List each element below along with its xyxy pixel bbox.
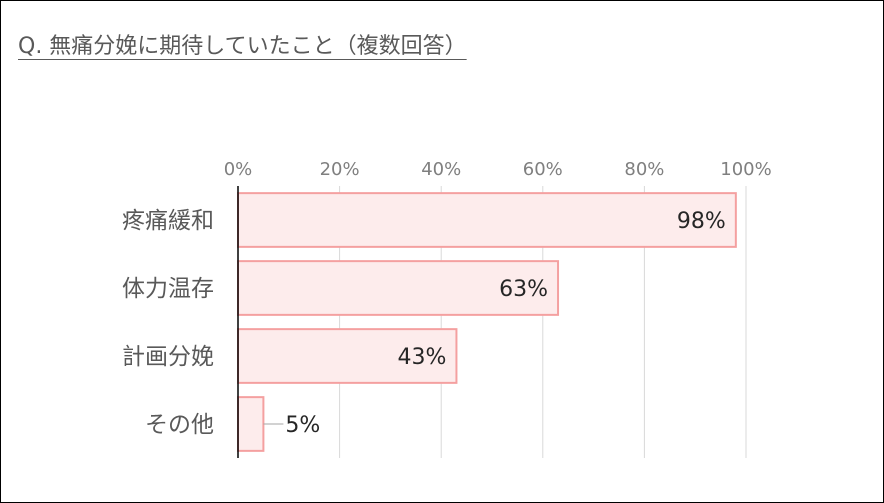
x-tick-label: 100%	[720, 159, 771, 180]
bar	[237, 260, 560, 316]
data-labels: 98% 63% 43% 5%	[263, 209, 726, 438]
data-label: 5%	[285, 413, 320, 438]
data-label: 63%	[499, 277, 548, 302]
x-tick-label: 20%	[320, 159, 360, 180]
category-label: その他	[145, 412, 214, 438]
x-tick-label: 60%	[523, 159, 563, 180]
category-label: 計画分娩	[122, 344, 214, 370]
x-tick-label: 0%	[224, 159, 253, 180]
bar	[237, 396, 265, 452]
category-label: 体力温存	[122, 276, 214, 302]
bar	[237, 192, 737, 248]
bars	[237, 192, 737, 452]
x-tick-label: 80%	[624, 159, 664, 180]
data-label: 98%	[677, 209, 726, 234]
category-label: 疼痛緩和	[122, 208, 214, 234]
data-label: 43%	[398, 345, 447, 370]
bar	[237, 328, 458, 384]
chart-title: Q. 無痛分娩に期待していたこと（複数回答）	[18, 34, 467, 59]
x-tick-label: 40%	[421, 159, 461, 180]
x-axis-ticks: 0% 20% 40% 60% 80% 100%	[224, 159, 772, 180]
